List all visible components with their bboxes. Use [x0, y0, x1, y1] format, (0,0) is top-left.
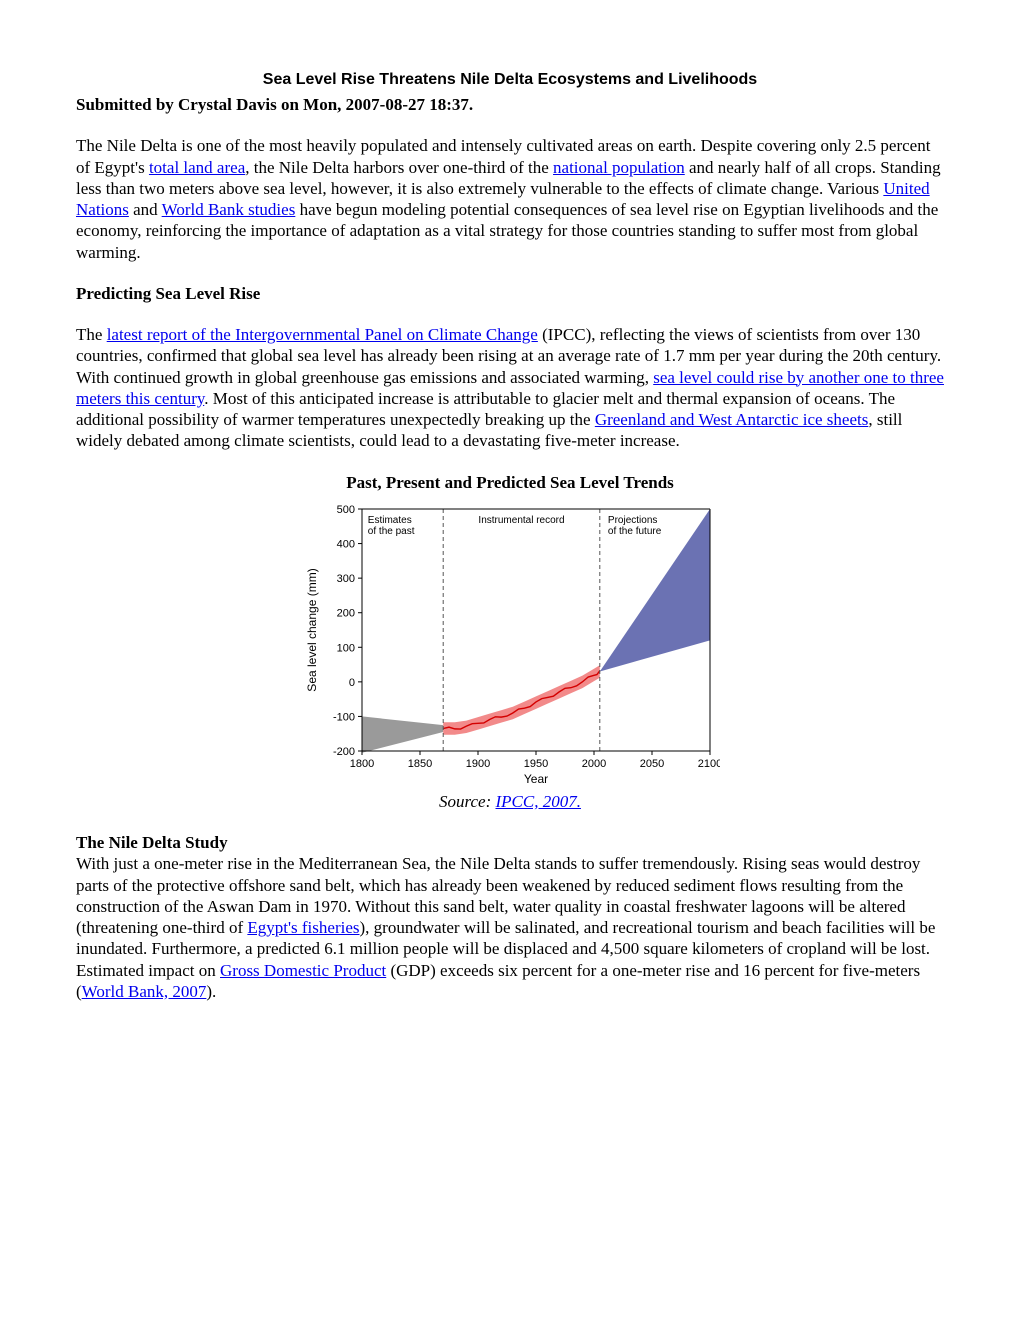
svg-text:400: 400 [337, 538, 355, 550]
byline: Submitted by Crystal Davis on Mon, 2007-… [76, 94, 944, 115]
page-title: Sea Level Rise Threatens Nile Delta Ecos… [76, 70, 944, 90]
chart-title: Past, Present and Predicted Sea Level Tr… [76, 472, 944, 493]
svg-text:Projections: Projections [608, 515, 657, 526]
intro-paragraph: The Nile Delta is one of the most heavil… [76, 135, 944, 263]
link-world-bank-studies[interactable]: World Bank studies [162, 200, 296, 219]
link-ipcc-2007[interactable]: IPCC, 2007. [496, 792, 581, 811]
svg-text:2000: 2000 [582, 758, 606, 770]
link-ice-sheets[interactable]: Greenland and West Antarctic ice sheets [595, 410, 869, 429]
svg-text:of the past: of the past [368, 526, 415, 537]
link-egypt-fisheries[interactable]: Egypt's fisheries [247, 918, 359, 937]
svg-text:500: 500 [337, 504, 355, 516]
text: Source: [439, 792, 496, 811]
svg-text:of the future: of the future [608, 526, 662, 537]
svg-text:Estimates: Estimates [368, 515, 412, 526]
text: The [76, 325, 107, 344]
predicting-paragraph: The latest report of the Intergovernment… [76, 324, 944, 452]
svg-text:-200: -200 [333, 746, 355, 758]
link-ipcc-report[interactable]: latest report of the Intergovernmental P… [107, 325, 538, 344]
text: and [129, 200, 162, 219]
svg-text:Sea level change (mm): Sea level change (mm) [305, 568, 319, 691]
section-heading-study: The Nile Delta Study [76, 832, 944, 853]
section-heading-predicting: Predicting Sea Level Rise [76, 283, 944, 304]
svg-text:1900: 1900 [466, 758, 490, 770]
link-gdp[interactable]: Gross Domestic Product [220, 961, 386, 980]
text: ). [206, 982, 216, 1001]
svg-text:1850: 1850 [408, 758, 432, 770]
sea-level-chart: -200 -100 0 100 200 300 400 500 1800 1850 1900 1950… [300, 499, 720, 789]
link-total-land-area[interactable]: total land area [149, 158, 245, 177]
svg-text:Year: Year [524, 772, 548, 786]
text: , the Nile Delta harbors over one-third … [245, 158, 553, 177]
svg-text:1950: 1950 [524, 758, 548, 770]
chart-source: Source: IPCC, 2007. [76, 791, 944, 812]
link-national-population[interactable]: national population [553, 158, 685, 177]
svg-text:0: 0 [349, 677, 355, 689]
svg-text:Instrumental record: Instrumental record [478, 515, 564, 526]
link-world-bank-2007[interactable]: World Bank, 2007 [82, 982, 207, 1001]
svg-text:100: 100 [337, 642, 355, 654]
svg-text:-100: -100 [333, 711, 355, 723]
study-paragraph: With just a one-meter rise in the Medite… [76, 853, 944, 1002]
svg-text:300: 300 [337, 573, 355, 585]
svg-text:1800: 1800 [350, 758, 374, 770]
svg-text:2100: 2100 [698, 758, 720, 770]
svg-text:2050: 2050 [640, 758, 664, 770]
svg-text:200: 200 [337, 607, 355, 619]
